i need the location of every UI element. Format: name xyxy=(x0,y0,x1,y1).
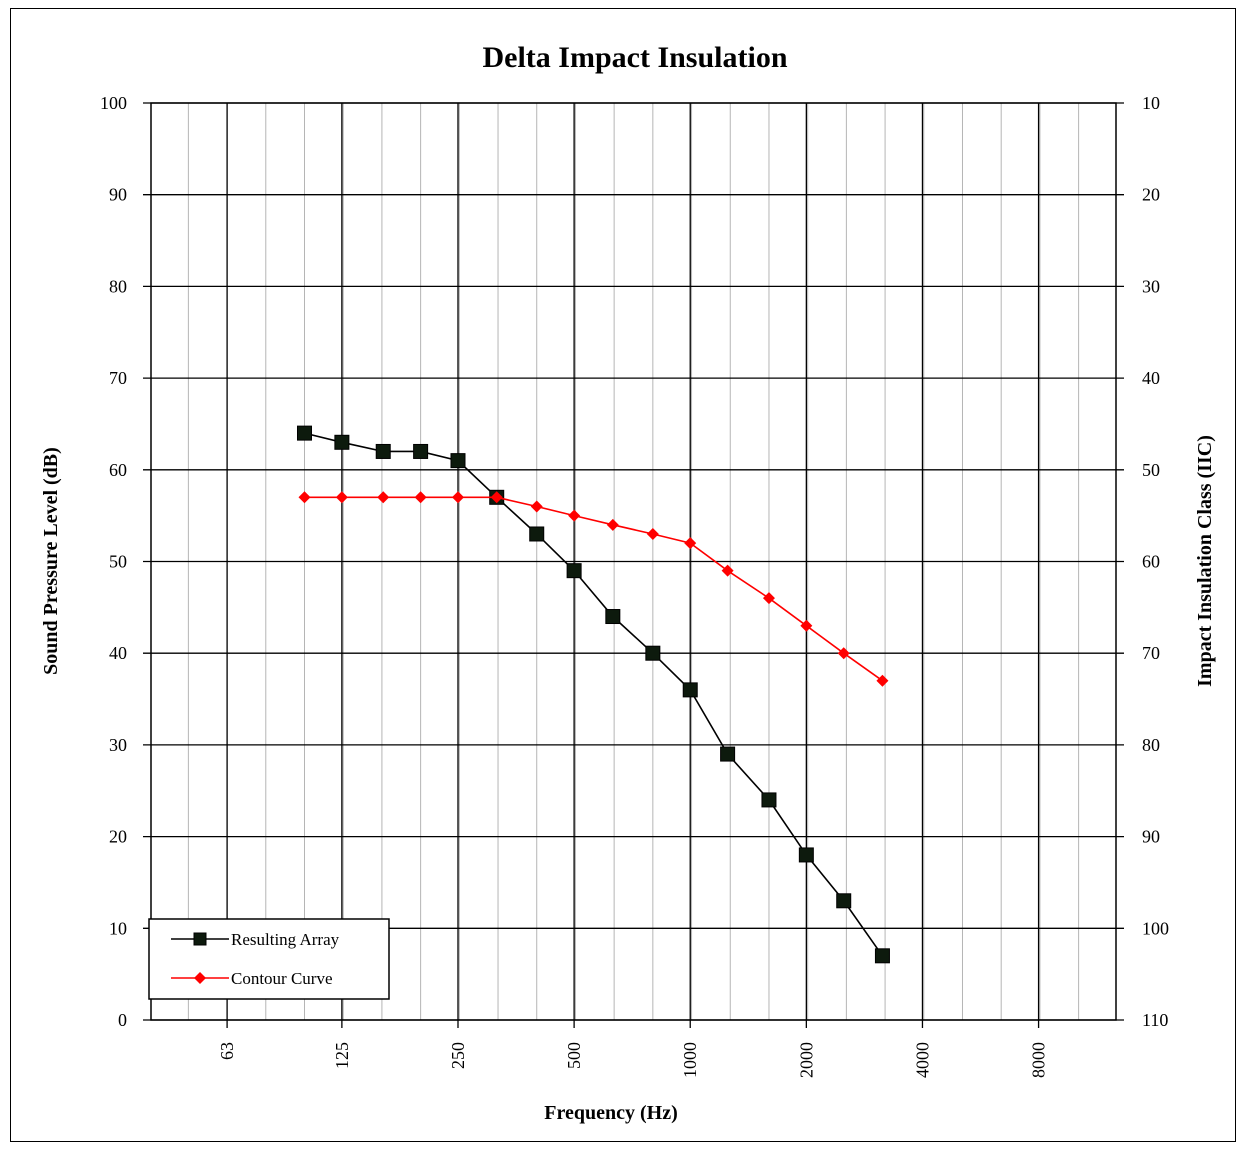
data-point-contour-curve xyxy=(414,491,427,504)
legend: Resulting Array Contour Curve xyxy=(148,918,390,1000)
data-point-resulting-array xyxy=(296,425,312,441)
data-point-contour-curve xyxy=(490,491,503,504)
data-point-resulting-array xyxy=(874,948,890,964)
data-point-resulting-array xyxy=(720,746,736,762)
data-point-resulting-array xyxy=(334,434,350,450)
y-tick-label: 80 xyxy=(109,276,127,296)
series-line-resulting-array xyxy=(304,432,884,957)
y2-axis-title: Impact Insulation Class (IIC) xyxy=(1194,435,1216,687)
plot-area-border xyxy=(150,102,1117,1021)
data-point-contour-curve xyxy=(451,491,464,504)
y2-tick-label: 40 xyxy=(1142,368,1160,388)
data-point-resulting-array xyxy=(450,453,466,469)
chart-title: Delta Impact Insulation xyxy=(482,41,787,74)
data-point-contour-curve xyxy=(298,491,311,504)
y2-tick-label: 70 xyxy=(1142,643,1160,663)
data-point-contour-curve xyxy=(800,619,813,632)
data-point-resulting-array xyxy=(836,893,852,909)
y2-tick-label: 20 xyxy=(1142,185,1160,205)
data-point-contour-curve xyxy=(721,564,734,577)
data-point-resulting-array xyxy=(413,443,429,459)
y-axis-title: Sound Pressure Level (dB) xyxy=(40,447,62,675)
data-point-contour-curve xyxy=(876,674,889,687)
y-tick-label: 50 xyxy=(109,552,127,572)
y-tick-label: 40 xyxy=(109,643,127,663)
chart-frame: Delta Impact Insulation 0 10 20 30 40 50 60 70 8… xyxy=(10,8,1236,1142)
legend-marker-resulting-array xyxy=(193,932,207,946)
data-point-contour-curve xyxy=(530,500,543,513)
y-tick-label: 70 xyxy=(109,368,127,388)
legend-box xyxy=(148,918,390,1000)
y2-tick-label: 110 xyxy=(1142,1010,1168,1030)
x-tick-label: 63 xyxy=(217,1042,237,1060)
y-tick-label: 90 xyxy=(109,185,127,205)
x-tick-label: 4000 xyxy=(912,1042,932,1078)
y2-tick-label: 30 xyxy=(1142,276,1160,296)
x-tick-label: 500 xyxy=(564,1042,584,1069)
x-tick-label: 8000 xyxy=(1029,1042,1049,1078)
tick-labels: 0 10 20 30 40 50 60 70 80 90 100 110 100 90 80 70 60 50 40… xyxy=(100,93,1169,1078)
legend-marker-contour-curve xyxy=(194,972,206,984)
data-point-contour-curve xyxy=(646,527,659,540)
data-point-resulting-array xyxy=(798,847,814,863)
x-tick-label: 125 xyxy=(332,1042,352,1069)
data-point-resulting-array xyxy=(605,609,621,625)
data-point-resulting-array xyxy=(682,682,698,698)
data-point-contour-curve xyxy=(568,509,581,522)
y2-tick-label: 90 xyxy=(1142,827,1160,847)
data-point-contour-curve xyxy=(762,592,775,605)
data-point-resulting-array xyxy=(529,526,545,542)
x-tick-label: 2000 xyxy=(796,1042,816,1078)
x-tick-label: 1000 xyxy=(680,1042,700,1078)
y-tick-label: 0 xyxy=(118,1010,127,1030)
y2-tick-label: 80 xyxy=(1142,735,1160,755)
x-tick-label: 250 xyxy=(448,1042,468,1069)
series-layer xyxy=(296,425,890,964)
data-point-contour-curve xyxy=(335,491,348,504)
y-tick-label: 10 xyxy=(109,918,127,938)
data-point-contour-curve xyxy=(606,518,619,531)
series-line-contour-curve xyxy=(304,496,883,682)
y-tick-label: 60 xyxy=(109,460,127,480)
chart-svg: Delta Impact Insulation 0 10 20 30 40 50 60 70 8… xyxy=(40,41,1216,1124)
y2-tick-label: 60 xyxy=(1142,552,1160,572)
y2-tick-label: 100 xyxy=(1142,918,1169,938)
data-point-contour-curve xyxy=(684,537,697,550)
y-tick-label: 30 xyxy=(109,735,127,755)
y-tick-label: 100 xyxy=(100,93,127,113)
x-axis-title: Frequency (Hz) xyxy=(544,1102,678,1124)
legend-label-contour-curve: Contour Curve xyxy=(231,969,333,988)
data-point-contour-curve xyxy=(837,647,850,660)
grid-layer xyxy=(143,102,1124,1028)
y2-tick-label: 50 xyxy=(1142,460,1160,480)
data-point-resulting-array xyxy=(375,443,391,459)
data-point-resulting-array xyxy=(761,792,777,808)
y2-tick-label: 10 xyxy=(1142,93,1160,113)
y-tick-label: 20 xyxy=(109,827,127,847)
data-point-resulting-array xyxy=(645,645,661,661)
data-point-resulting-array xyxy=(566,563,582,579)
data-point-contour-curve xyxy=(377,491,390,504)
legend-label-resulting-array: Resulting Array xyxy=(231,930,340,949)
